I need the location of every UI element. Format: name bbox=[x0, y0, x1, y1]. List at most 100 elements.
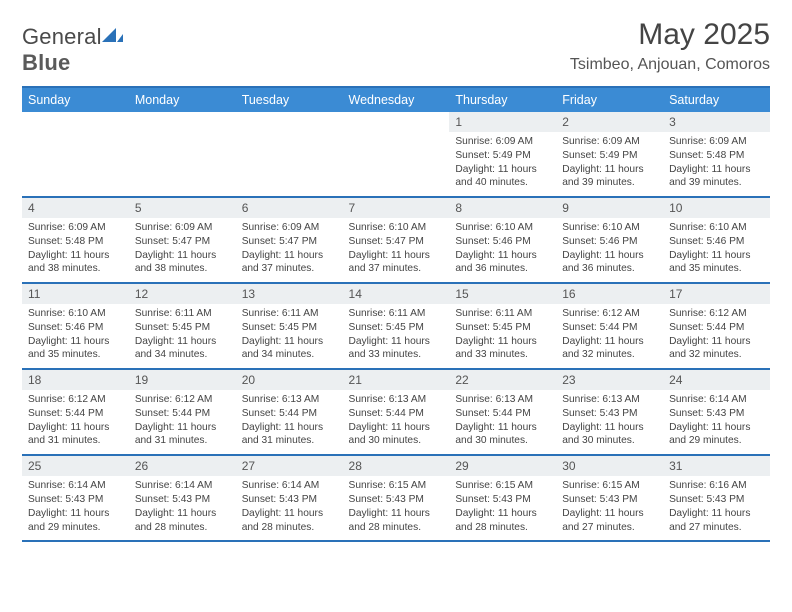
day-number: 10 bbox=[663, 198, 770, 218]
day-number-cell: 3 bbox=[663, 112, 770, 132]
day-details: Sunrise: 6:15 AMSunset: 5:43 PMDaylight:… bbox=[556, 476, 663, 540]
day-number-cell: 21 bbox=[343, 369, 450, 390]
daynum-row: 25262728293031 bbox=[22, 455, 770, 476]
day-details-cell: Sunrise: 6:11 AMSunset: 5:45 PMDaylight:… bbox=[236, 304, 343, 369]
day-details-cell bbox=[22, 132, 129, 197]
day-details: Sunrise: 6:10 AMSunset: 5:46 PMDaylight:… bbox=[22, 304, 129, 368]
day-details: Sunrise: 6:15 AMSunset: 5:43 PMDaylight:… bbox=[449, 476, 556, 540]
day-details-cell: Sunrise: 6:10 AMSunset: 5:46 PMDaylight:… bbox=[663, 218, 770, 283]
day-details: Sunrise: 6:14 AMSunset: 5:43 PMDaylight:… bbox=[663, 390, 770, 454]
day-number: 4 bbox=[22, 198, 129, 218]
day-details-cell: Sunrise: 6:09 AMSunset: 5:47 PMDaylight:… bbox=[129, 218, 236, 283]
day-number-cell: 26 bbox=[129, 455, 236, 476]
day-details: Sunrise: 6:13 AMSunset: 5:43 PMDaylight:… bbox=[556, 390, 663, 454]
day-number-cell bbox=[343, 112, 450, 132]
day-details: Sunrise: 6:09 AMSunset: 5:48 PMDaylight:… bbox=[663, 132, 770, 196]
day-details: Sunrise: 6:11 AMSunset: 5:45 PMDaylight:… bbox=[449, 304, 556, 368]
day-number: 1 bbox=[449, 112, 556, 132]
day-number: 24 bbox=[663, 370, 770, 390]
day-details-cell: Sunrise: 6:10 AMSunset: 5:47 PMDaylight:… bbox=[343, 218, 450, 283]
day-number: 28 bbox=[343, 456, 450, 476]
day-details-cell: Sunrise: 6:12 AMSunset: 5:44 PMDaylight:… bbox=[663, 304, 770, 369]
day-number-cell: 19 bbox=[129, 369, 236, 390]
day-number-cell: 5 bbox=[129, 197, 236, 218]
logo-text: GeneralBlue bbox=[22, 24, 124, 76]
day-details-cell: Sunrise: 6:09 AMSunset: 5:47 PMDaylight:… bbox=[236, 218, 343, 283]
day-number-cell: 7 bbox=[343, 197, 450, 218]
day-details-cell: Sunrise: 6:13 AMSunset: 5:44 PMDaylight:… bbox=[236, 390, 343, 455]
day-details: Sunrise: 6:09 AMSunset: 5:47 PMDaylight:… bbox=[236, 218, 343, 282]
day-number-cell: 24 bbox=[663, 369, 770, 390]
day-details: Sunrise: 6:14 AMSunset: 5:43 PMDaylight:… bbox=[129, 476, 236, 540]
details-row: Sunrise: 6:14 AMSunset: 5:43 PMDaylight:… bbox=[22, 476, 770, 541]
day-details-cell: Sunrise: 6:13 AMSunset: 5:43 PMDaylight:… bbox=[556, 390, 663, 455]
day-number: 6 bbox=[236, 198, 343, 218]
title-block: May 2025 Tsimbeo, Anjouan, Comoros bbox=[570, 18, 770, 74]
daynum-row: 45678910 bbox=[22, 197, 770, 218]
day-number-cell: 23 bbox=[556, 369, 663, 390]
day-details-cell: Sunrise: 6:10 AMSunset: 5:46 PMDaylight:… bbox=[449, 218, 556, 283]
day-details-cell: Sunrise: 6:13 AMSunset: 5:44 PMDaylight:… bbox=[449, 390, 556, 455]
day-details-cell: Sunrise: 6:10 AMSunset: 5:46 PMDaylight:… bbox=[556, 218, 663, 283]
day-number: 19 bbox=[129, 370, 236, 390]
day-number-cell: 30 bbox=[556, 455, 663, 476]
day-details-cell: Sunrise: 6:14 AMSunset: 5:43 PMDaylight:… bbox=[22, 476, 129, 541]
day-header: Monday bbox=[129, 87, 236, 112]
day-details: Sunrise: 6:12 AMSunset: 5:44 PMDaylight:… bbox=[22, 390, 129, 454]
day-number-cell: 8 bbox=[449, 197, 556, 218]
day-header: Tuesday bbox=[236, 87, 343, 112]
day-number: 13 bbox=[236, 284, 343, 304]
details-row: Sunrise: 6:10 AMSunset: 5:46 PMDaylight:… bbox=[22, 304, 770, 369]
details-row: Sunrise: 6:09 AMSunset: 5:48 PMDaylight:… bbox=[22, 218, 770, 283]
day-number: 18 bbox=[22, 370, 129, 390]
day-details: Sunrise: 6:13 AMSunset: 5:44 PMDaylight:… bbox=[236, 390, 343, 454]
day-number: 23 bbox=[556, 370, 663, 390]
day-number: 29 bbox=[449, 456, 556, 476]
day-number-cell bbox=[22, 112, 129, 132]
daynum-row: 11121314151617 bbox=[22, 283, 770, 304]
calendar-table: Sunday Monday Tuesday Wednesday Thursday… bbox=[22, 86, 770, 542]
day-header: Sunday bbox=[22, 87, 129, 112]
day-number: 31 bbox=[663, 456, 770, 476]
day-number-cell: 31 bbox=[663, 455, 770, 476]
day-details: Sunrise: 6:09 AMSunset: 5:49 PMDaylight:… bbox=[556, 132, 663, 196]
day-number: 5 bbox=[129, 198, 236, 218]
day-details-cell: Sunrise: 6:11 AMSunset: 5:45 PMDaylight:… bbox=[449, 304, 556, 369]
details-row: Sunrise: 6:09 AMSunset: 5:49 PMDaylight:… bbox=[22, 132, 770, 197]
day-details-cell: Sunrise: 6:09 AMSunset: 5:48 PMDaylight:… bbox=[22, 218, 129, 283]
day-number: 14 bbox=[343, 284, 450, 304]
page-header: GeneralBlue May 2025 Tsimbeo, Anjouan, C… bbox=[22, 18, 770, 76]
day-header: Thursday bbox=[449, 87, 556, 112]
logo-word1: General bbox=[22, 24, 102, 49]
day-number-cell: 16 bbox=[556, 283, 663, 304]
day-details-cell: Sunrise: 6:09 AMSunset: 5:49 PMDaylight:… bbox=[556, 132, 663, 197]
day-number-cell: 6 bbox=[236, 197, 343, 218]
day-number: 16 bbox=[556, 284, 663, 304]
day-details: Sunrise: 6:12 AMSunset: 5:44 PMDaylight:… bbox=[129, 390, 236, 454]
day-details-cell bbox=[343, 132, 450, 197]
day-details-cell: Sunrise: 6:14 AMSunset: 5:43 PMDaylight:… bbox=[236, 476, 343, 541]
day-details-cell: Sunrise: 6:11 AMSunset: 5:45 PMDaylight:… bbox=[129, 304, 236, 369]
day-number: 9 bbox=[556, 198, 663, 218]
location-subtitle: Tsimbeo, Anjouan, Comoros bbox=[570, 56, 770, 74]
day-number-cell: 15 bbox=[449, 283, 556, 304]
day-details: Sunrise: 6:12 AMSunset: 5:44 PMDaylight:… bbox=[556, 304, 663, 368]
day-number: 15 bbox=[449, 284, 556, 304]
day-details: Sunrise: 6:12 AMSunset: 5:44 PMDaylight:… bbox=[663, 304, 770, 368]
day-number: 21 bbox=[343, 370, 450, 390]
calendar-body: 1 23 Sunrise: 6:09 AMSunset: 5:49 PMDayli… bbox=[22, 112, 770, 541]
details-row: Sunrise: 6:12 AMSunset: 5:44 PMDaylight:… bbox=[22, 390, 770, 455]
day-details: Sunrise: 6:13 AMSunset: 5:44 PMDaylight:… bbox=[449, 390, 556, 454]
day-number-cell: 9 bbox=[556, 197, 663, 218]
day-number: 20 bbox=[236, 370, 343, 390]
day-details-cell bbox=[236, 132, 343, 197]
day-header: Wednesday bbox=[343, 87, 450, 112]
day-number-cell: 20 bbox=[236, 369, 343, 390]
day-details: Sunrise: 6:14 AMSunset: 5:43 PMDaylight:… bbox=[22, 476, 129, 540]
day-number-cell: 22 bbox=[449, 369, 556, 390]
day-number: 27 bbox=[236, 456, 343, 476]
day-details: Sunrise: 6:09 AMSunset: 5:47 PMDaylight:… bbox=[129, 218, 236, 282]
day-number: 30 bbox=[556, 456, 663, 476]
day-number-cell: 18 bbox=[22, 369, 129, 390]
day-header: Saturday bbox=[663, 87, 770, 112]
